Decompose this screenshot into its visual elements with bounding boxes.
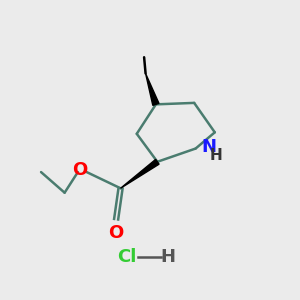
Text: N: N [201,138,216,156]
Text: O: O [109,224,124,242]
Text: H: H [160,248,175,266]
Text: O: O [72,161,87,179]
Polygon shape [146,74,159,105]
Text: Cl: Cl [117,248,136,266]
Polygon shape [121,159,159,188]
Text: H: H [210,148,223,163]
